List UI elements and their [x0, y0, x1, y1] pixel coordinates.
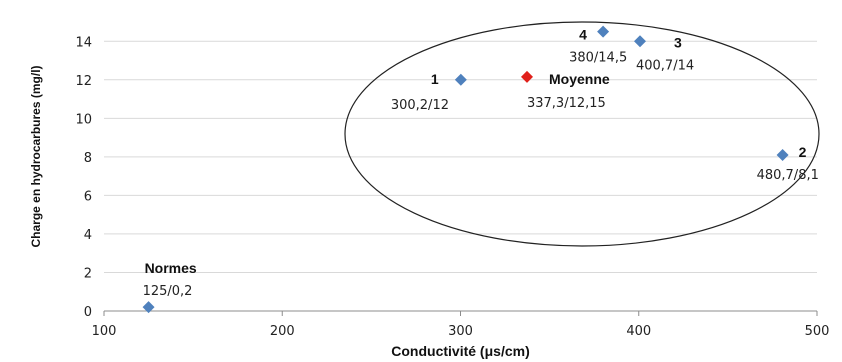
point-value-label: 337,3/12,15: [527, 96, 606, 111]
y-tick-label: 10: [75, 112, 92, 127]
data-point-normes: [142, 301, 155, 314]
data-points: [142, 25, 789, 314]
point-value-label: 400,7/14: [636, 58, 694, 73]
point-name-label: 3: [674, 34, 682, 50]
point-name-label: 4: [579, 27, 587, 43]
data-point-3: [633, 35, 646, 48]
x-tick-label: 200: [270, 324, 295, 339]
point-value-label: 380/14,5: [569, 51, 627, 66]
data-point-moyenne: [520, 70, 533, 83]
point-name-label: 2: [799, 144, 807, 160]
y-tick-label: 4: [84, 228, 92, 243]
data-point-1: [454, 73, 467, 86]
point-value-label: 300,2/12: [391, 98, 449, 113]
y-tick-label: 12: [75, 74, 92, 89]
point-name-label: Normes: [145, 260, 197, 276]
point-value-label: 480,7/8,1: [757, 168, 819, 183]
ellipse-annotation: [344, 21, 820, 247]
y-tick-label: 14: [75, 35, 92, 50]
y-axis-title: Charge en hydrocarbures (mg/l): [29, 65, 43, 247]
x-tick-label: 500: [805, 324, 830, 339]
x-tick-label: 100: [92, 324, 117, 339]
x-tick-label: 400: [626, 324, 651, 339]
point-name-label: Moyenne: [549, 71, 610, 87]
point-labels: 1 300,2/12 2 480,7/8,1 3 400,7/14 4 380/14,5 Moy…: [143, 27, 819, 300]
point-value-label: 125/0,2: [143, 284, 193, 299]
data-point-4: [597, 25, 610, 38]
ellipse-annotation-layer: [344, 21, 820, 247]
y-tick-label: 0: [84, 305, 92, 320]
point-name-label: 1: [431, 71, 439, 87]
x-axis-title: Conductivité (μs/cm): [391, 343, 529, 359]
y-tick-label: 6: [84, 189, 92, 204]
data-point-2: [776, 148, 789, 161]
y-tick-label: 2: [84, 266, 92, 281]
y-tick-label: 8: [84, 151, 92, 166]
x-tick-label: 300: [448, 324, 473, 339]
